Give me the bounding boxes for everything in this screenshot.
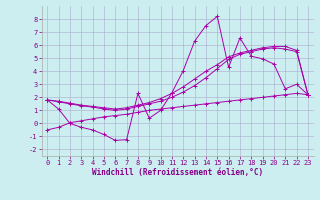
X-axis label: Windchill (Refroidissement éolien,°C): Windchill (Refroidissement éolien,°C) xyxy=(92,168,263,177)
